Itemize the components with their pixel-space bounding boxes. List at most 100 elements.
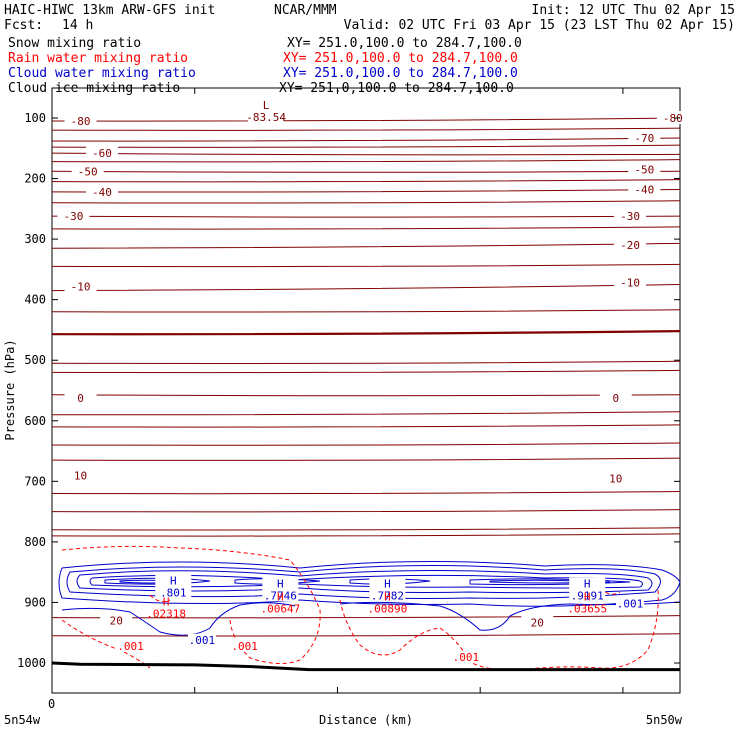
isotherm-label: -40: [92, 186, 112, 199]
isotherm-line: [51, 188, 681, 193]
extremum-value: .02318: [146, 607, 186, 620]
isotherm-label: 10: [609, 472, 622, 485]
header-init: Init: 12 UTC Thu 02 Apr 15: [532, 3, 736, 18]
isotherm-line: [51, 490, 681, 495]
contour-label: .001: [189, 634, 216, 647]
contour-label: .001: [231, 640, 258, 653]
extremum-marker: H: [170, 574, 177, 587]
extremum-marker: H: [584, 577, 591, 590]
isotherm-line: [51, 424, 681, 428]
extremum-bg: [155, 574, 192, 599]
y-tick-label: 100: [24, 111, 46, 125]
x-origin-label: 0: [48, 697, 55, 711]
isotherm-line: [51, 137, 681, 142]
isotherm-label: 10: [74, 469, 87, 482]
isotherm-line: [51, 411, 681, 416]
isotherm-label-bg: [521, 615, 554, 629]
isotherm-line: [51, 215, 681, 218]
isotherm-label-bg: [64, 390, 97, 404]
y-tick-label: 1000: [17, 656, 46, 670]
extrema-labels: L-83.54H.801H.7746H.7782H.9191H.02318H.0…: [116, 98, 645, 664]
extremum-value: .7782: [371, 589, 404, 602]
y-tick-label: 600: [24, 414, 46, 428]
isotherm-line: [51, 615, 681, 619]
isotherm-line: [51, 442, 681, 446]
isotherm-line: [51, 457, 681, 461]
isotherm-line: [51, 360, 681, 364]
isotherm-label-bg: [64, 279, 97, 293]
isotherm-label-bg: [628, 162, 661, 176]
header-org: NCAR/MMM: [274, 3, 337, 18]
isotherm-label-bg: [57, 209, 90, 223]
contour-label-bg: [187, 633, 216, 646]
legend-snow: Snow mixing ratio: [8, 36, 141, 51]
contour-label-bg: [451, 650, 480, 663]
isotherm-label: 20: [110, 615, 123, 628]
isotherm-label-bg: [71, 164, 104, 178]
extremum-marker: H: [163, 595, 170, 608]
isotherm-label-bg: [85, 184, 118, 198]
contour-label-bg: [616, 597, 645, 610]
x-right-label: 5n50w: [646, 713, 683, 727]
isotherm-line: [51, 127, 681, 131]
extremum-bg: [369, 577, 406, 602]
isotherm-layer: [51, 117, 681, 637]
x-axis-label: Distance (km): [319, 713, 413, 727]
extremum-marker: H: [384, 591, 391, 604]
legend-rain: Rain water mixing ratio: [8, 51, 188, 66]
isotherm-line: [51, 242, 681, 249]
isotherm-line: [51, 152, 681, 156]
extremum-marker: H: [277, 577, 284, 590]
isotherm-label-bg: [599, 390, 632, 404]
isotherm-labels: -80 -60 -50 -40 -30 -20 -10 0 10 20 -80 -70 -50 -40 -3…: [57, 111, 689, 629]
isotherm-line: [51, 179, 681, 183]
isotherm-label: -60: [92, 147, 112, 160]
isotherm-label-bg: [614, 238, 647, 252]
isotherm-line: [51, 284, 681, 292]
isotherm-line: [51, 309, 681, 313]
isotherm-line: [51, 633, 681, 637]
extremum-marker: L: [263, 99, 270, 112]
y-axis-label: Pressure (hPa): [3, 339, 17, 440]
isotherm-label: -80: [663, 112, 683, 125]
isotherm-line: [51, 394, 681, 397]
isotherm-label: -50: [78, 165, 98, 178]
isotherm-label-bg: [599, 471, 632, 485]
extremum-value: .03655: [567, 603, 607, 616]
legend-cloud-water-xy: XY= 251.0,100.0 to 284.7,100.0: [283, 66, 518, 81]
extremum-marker: H: [384, 577, 391, 590]
isotherm-label-bg: [100, 613, 133, 627]
isotherm-label-bg: [614, 209, 647, 223]
isotherm-label-bg: [64, 468, 97, 482]
y-tick-label: 300: [24, 232, 46, 246]
isotherm-label: -10: [620, 277, 640, 290]
legend-cloud-water: Cloud water mixing ratio: [8, 66, 196, 81]
isotherm-line: [51, 200, 681, 204]
extremum-value: .7746: [264, 589, 297, 602]
header-title: HAIC-HIWC 13km ARW-GFS init: [4, 3, 215, 18]
isotherm-label: 0: [77, 392, 84, 405]
isotherm-label: -30: [620, 210, 640, 223]
isotherm-line: [51, 170, 681, 173]
cloud-water-contours: [58, 560, 681, 636]
y-tick-label: 800: [24, 535, 46, 549]
y-tick-label: 700: [24, 474, 46, 488]
extremum-value: .9191: [571, 589, 604, 602]
contour-label: .001: [117, 640, 144, 653]
isotherm-label-bg: [628, 130, 661, 144]
isotherm-line: [51, 527, 681, 531]
isotherm-label-bg: [656, 111, 689, 124]
isotherm-label: 0: [612, 392, 619, 405]
isotherm-label: -10: [71, 280, 91, 293]
isotherm-label-bg: [85, 146, 118, 160]
isotherm-label: -40: [634, 183, 654, 196]
extremum-value: .801: [160, 586, 187, 599]
extremum-value: -83.54: [246, 111, 286, 124]
y-tick-label: 500: [24, 353, 46, 367]
extremum-marker: H: [277, 591, 284, 604]
isotherm-line: [51, 533, 681, 537]
extremum-value: .00890: [368, 603, 408, 616]
contour-label-bg: [230, 639, 259, 652]
